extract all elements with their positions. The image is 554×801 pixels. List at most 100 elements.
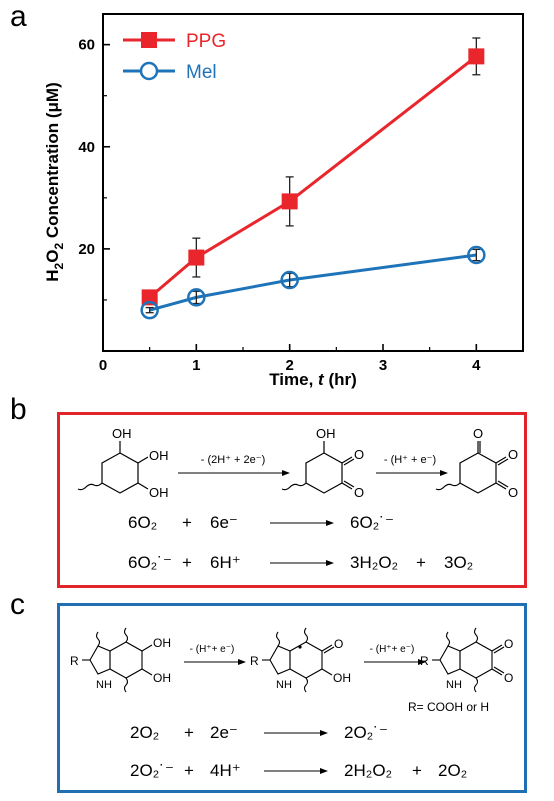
eq2-lhs1: 2O₂˙⁻ xyxy=(130,761,174,780)
step1-label: - (2H⁺ + 2e⁻) xyxy=(201,454,266,466)
series-line xyxy=(148,55,478,299)
r-definition-text: R= COOH or H xyxy=(408,700,490,714)
x-axis-label-part: (hr) xyxy=(324,370,357,389)
eq2-lhs2: 6H⁺ xyxy=(210,553,241,572)
r-label: R xyxy=(420,654,429,668)
arrow-head xyxy=(440,470,448,476)
x-tick-label: 4 xyxy=(472,357,481,374)
nh-label: NH xyxy=(446,679,462,691)
step2-label: - (H⁺ + e⁻) xyxy=(384,454,436,466)
eq1-lhs1: 2O₂ xyxy=(130,723,160,742)
quinone-structure xyxy=(281,441,355,494)
eq2-plus2: + xyxy=(416,553,426,572)
x-axis-label-part: Time, xyxy=(269,370,318,389)
panel-label-a: a xyxy=(10,0,27,33)
arrow-head xyxy=(320,768,328,774)
nh-label: NH xyxy=(276,679,292,691)
series-ppg xyxy=(141,37,485,306)
oh-label: OH xyxy=(149,448,169,463)
arrow-head xyxy=(326,520,334,526)
data-point xyxy=(187,288,206,307)
y-tick-label: 60 xyxy=(78,37,95,54)
y-axis-label-part: O xyxy=(43,250,62,263)
eq2-rhs2: 3O₂ xyxy=(444,553,474,572)
eq2-lhs2: 4H⁺ xyxy=(210,761,241,780)
o-label: O xyxy=(473,426,483,441)
series-line xyxy=(149,253,477,312)
oh-label: OH xyxy=(153,636,171,650)
step2-label: - (H⁺+ e⁻) xyxy=(370,644,415,655)
panel-label-c: c xyxy=(10,588,25,621)
eq2-plus2: + xyxy=(412,761,422,780)
y-axis-label-part: 2 xyxy=(52,262,66,269)
eq1-rhs: 2O₂˙⁻ xyxy=(344,723,388,742)
o-label: O xyxy=(504,637,513,651)
o-label: O xyxy=(354,485,364,500)
oh-label: OH xyxy=(153,671,171,685)
step1-label: - (H⁺+ e⁻) xyxy=(190,644,235,655)
data-point xyxy=(468,48,485,65)
radical-dot xyxy=(298,645,302,649)
panel-c-box: R NH OH OH - (H⁺+ e⁻) R NH O OH - (H⁺+ e… xyxy=(57,603,527,793)
x-axis-label: Time, t (hr) xyxy=(269,370,357,389)
plot-frame xyxy=(102,13,524,352)
data-point xyxy=(188,249,205,266)
indolequinone-structure xyxy=(432,627,505,693)
x-tick-label: 0 xyxy=(99,357,107,374)
eq2-plus: + xyxy=(184,761,194,780)
oh-label: OH xyxy=(149,485,169,500)
data-point xyxy=(141,289,158,306)
y-axis-label-part: H xyxy=(43,269,62,281)
eq2-rhs1: 2H₂O₂ xyxy=(344,761,393,780)
panel-b-box: OH OH OH - (2H⁺ + 2e⁻) OH O O - (H⁺ + e⁻… xyxy=(57,412,527,588)
eq1-rhs: 6O₂˙⁻ xyxy=(350,513,394,532)
arrow-head xyxy=(238,659,246,665)
x-tick-label: 1 xyxy=(192,357,200,374)
legend-label: Mel xyxy=(186,62,217,83)
o-label: O xyxy=(508,485,518,500)
pyrogallol-structure xyxy=(77,441,149,494)
eq1-plus: + xyxy=(184,723,194,742)
arrow-head xyxy=(418,659,426,665)
o-label: O xyxy=(508,447,518,462)
y-axis-label-part: Concentration (μM) xyxy=(43,82,62,243)
nh-label: NH xyxy=(96,679,112,691)
legend-marker xyxy=(141,32,157,48)
eq1-lhs2: 2e⁻ xyxy=(210,723,238,742)
panel-c-scheme: R NH OH OH - (H⁺+ e⁻) R NH O OH - (H⁺+ e… xyxy=(70,627,513,774)
y-axis-label: H2O2 Concentration (μM) xyxy=(43,82,66,281)
y-axis-label-part: 2 xyxy=(52,243,66,250)
arrow-head xyxy=(320,730,328,736)
eq2-rhs1: 3H₂O₂ xyxy=(350,553,399,572)
x-tick-label: 2 xyxy=(285,357,293,374)
eq2-plus: + xyxy=(182,553,192,572)
indole-structure xyxy=(82,627,153,693)
r-definition: R= COOH or H xyxy=(408,700,489,714)
o-label: O xyxy=(334,637,343,651)
eq1-plus: + xyxy=(182,513,192,532)
legend-label: PPG xyxy=(186,31,226,52)
data-point xyxy=(467,245,486,265)
arrow-head xyxy=(326,560,334,566)
eq2-lhs1: 6O₂˙⁻ xyxy=(128,553,172,572)
eq1-lhs2: 6e⁻ xyxy=(210,513,238,532)
o-label: O xyxy=(504,671,513,685)
series-mel xyxy=(140,245,486,320)
y-tick-label: 20 xyxy=(78,241,95,258)
data-point xyxy=(140,300,159,320)
semiquinone-structure xyxy=(262,627,335,693)
arrow-head xyxy=(282,470,290,476)
o-label: O xyxy=(354,447,364,462)
panel-b-scheme: OH OH OH - (2H⁺ + 2e⁻) OH O O - (H⁺ + e⁻… xyxy=(77,426,518,566)
oh-label: OH xyxy=(112,426,132,441)
oh-label: OH xyxy=(316,426,336,441)
triketone-structure xyxy=(435,441,509,494)
y-tick-label: 40 xyxy=(78,139,95,156)
eq1-lhs1: 6O₂ xyxy=(128,513,158,532)
r-label: R xyxy=(70,654,79,668)
x-axis-label-part: t xyxy=(318,370,325,389)
data-point xyxy=(280,270,299,290)
oh-label: OH xyxy=(333,671,351,685)
eq2-rhs2: 2O₂ xyxy=(438,761,468,780)
